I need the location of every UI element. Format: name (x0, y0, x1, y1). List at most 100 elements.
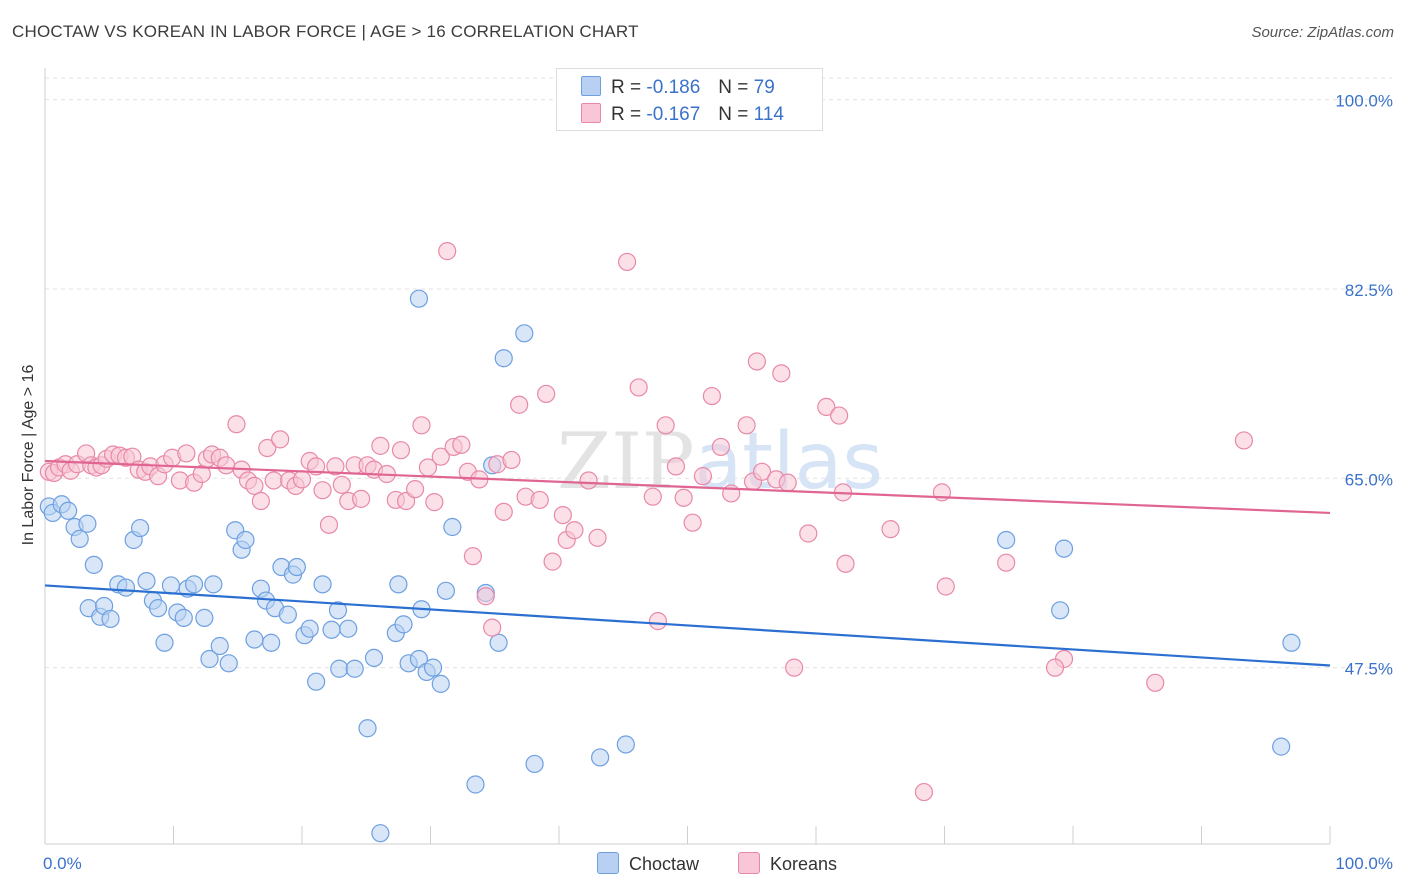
legend-label: Koreans (770, 854, 838, 874)
korean-point (217, 456, 236, 475)
korean-point (227, 415, 246, 434)
korean-point (579, 471, 598, 490)
choctaw-point (616, 735, 635, 754)
choctaw-point (204, 575, 223, 594)
choctaw-point (443, 517, 462, 537)
korean-point (425, 493, 444, 512)
choctaw-point (300, 619, 319, 638)
korean-point (1045, 658, 1065, 677)
korean-point (772, 364, 791, 383)
legend-item-choctaw[interactable]: Choctaw (597, 852, 699, 875)
choctaw-point (174, 608, 193, 627)
koreans-trend-line (44, 459, 1331, 515)
choctaw-point (515, 324, 534, 343)
korean-point (1234, 431, 1254, 450)
korean-point (537, 384, 556, 404)
y-tick-label: 65.0% (1345, 470, 1393, 489)
choctaw-point (130, 518, 150, 538)
choctaw-point (1054, 539, 1074, 558)
korean-point (264, 471, 283, 490)
korean-point (936, 577, 955, 596)
korean-point (817, 397, 836, 417)
korean-point (438, 242, 457, 261)
choctaw-point (525, 754, 544, 774)
korean-point (258, 438, 277, 458)
choctaw-point (262, 633, 281, 652)
choctaw-point (330, 659, 349, 678)
choctaw-point (322, 620, 341, 639)
korean-point (799, 524, 818, 543)
korean-point (711, 437, 731, 457)
choctaw-point (287, 557, 306, 577)
x-tick-label: 0.0% (43, 854, 82, 873)
choctaw-point (161, 576, 181, 595)
choctaw-point (394, 615, 413, 634)
choctaw-point (155, 633, 174, 652)
r-label: R = (611, 104, 642, 125)
korean-point (313, 481, 332, 500)
korean-point (510, 395, 529, 414)
choctaw-point (1282, 633, 1301, 652)
y-tick-label: 47.5% (1345, 660, 1393, 679)
korean-point (502, 450, 521, 470)
choctaw-point (313, 575, 332, 594)
choctaw-point (278, 605, 297, 624)
choctaw-point (997, 530, 1016, 550)
korean-point (737, 416, 756, 435)
choctaw-point (409, 289, 429, 308)
korean-point (693, 467, 713, 486)
choctaw-point (389, 575, 408, 594)
choctaw-point (200, 649, 219, 669)
choctaw-point (364, 648, 384, 668)
legend-label: Choctaw (629, 854, 700, 874)
choctaw-point (339, 619, 358, 638)
korean-point (588, 528, 607, 547)
korean-point (326, 457, 345, 476)
korean-point (543, 552, 562, 571)
korean-point (452, 435, 471, 454)
korean-point (618, 252, 637, 272)
korean-point (292, 470, 312, 489)
choctaw-point (148, 599, 168, 618)
koreans-swatch (738, 852, 760, 874)
korean-point (785, 658, 804, 677)
korean-point (177, 444, 196, 463)
n-label: N = (718, 77, 749, 98)
choctaw-point (78, 514, 97, 533)
korean-point (405, 480, 425, 499)
korean-point (565, 521, 584, 540)
choctaw-point (70, 529, 89, 548)
choctaw-point (345, 659, 364, 678)
korean-point (391, 441, 411, 460)
n-value: 79 (753, 77, 775, 98)
choctaw-point (116, 578, 136, 597)
choctaw-point (219, 654, 238, 673)
korean-point (643, 487, 662, 506)
choctaw-point (84, 555, 103, 574)
choctaw-point (101, 609, 120, 629)
choctaw-point (59, 501, 78, 520)
choctaw-point (236, 530, 255, 550)
korean-point (251, 491, 270, 511)
korean-point (245, 476, 264, 495)
korean-point (702, 386, 722, 406)
korean-point (494, 502, 513, 521)
korean-point (778, 473, 797, 492)
choctaw-point (489, 633, 508, 652)
choctaw-point (431, 674, 450, 693)
korean-point (836, 554, 855, 573)
korean-point (666, 457, 686, 476)
source-label: Source: ZipAtlas.com (1251, 24, 1394, 41)
choctaw-swatch (581, 76, 601, 96)
korean-point (371, 436, 390, 455)
choctaw-point (1272, 737, 1291, 756)
n-value: 114 (753, 104, 784, 125)
korean-point (271, 430, 290, 449)
choctaw-point (307, 672, 326, 691)
legend-item-koreans[interactable]: Koreans (738, 852, 837, 875)
korean-point (352, 489, 371, 508)
choctaw-trend-line (44, 584, 1331, 667)
choctaw-point (494, 349, 513, 368)
r-value: -0.167 (646, 104, 701, 125)
